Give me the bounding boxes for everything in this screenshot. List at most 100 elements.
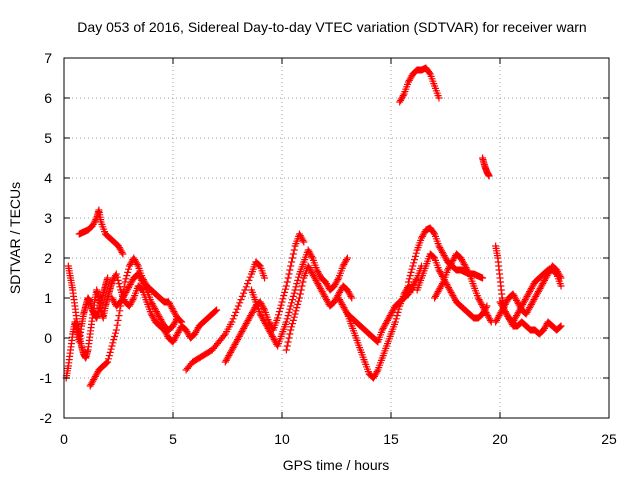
data-point bbox=[286, 330, 294, 338]
chart-title: Day 053 of 2016, Sidereal Day-to-day VTE… bbox=[77, 19, 586, 35]
data-point bbox=[286, 266, 294, 274]
data-point bbox=[281, 288, 289, 296]
data-point bbox=[295, 273, 303, 281]
data-point bbox=[485, 172, 493, 180]
y-tick-label: 2 bbox=[44, 250, 52, 266]
data-point bbox=[291, 310, 299, 318]
data-point bbox=[348, 294, 356, 302]
data-point bbox=[393, 312, 401, 320]
series-arc-i bbox=[247, 246, 351, 350]
data-point bbox=[409, 262, 417, 270]
series-arc-s bbox=[492, 262, 565, 326]
data-point bbox=[133, 260, 141, 268]
data-point bbox=[278, 298, 286, 306]
data-point bbox=[343, 256, 351, 264]
data-point bbox=[111, 329, 119, 337]
data-point bbox=[288, 320, 296, 328]
data-point bbox=[287, 302, 295, 310]
data-point bbox=[287, 262, 295, 270]
data-point bbox=[290, 313, 298, 321]
data-point bbox=[392, 315, 400, 323]
y-axis-label: SDTVAR / TECUs bbox=[7, 182, 23, 294]
series-arc-m bbox=[396, 64, 443, 106]
data-point bbox=[142, 284, 150, 292]
data-point bbox=[229, 315, 237, 323]
data-point bbox=[119, 250, 127, 258]
data-point bbox=[557, 274, 565, 282]
data-point bbox=[172, 316, 180, 324]
data-point bbox=[295, 294, 303, 302]
data-point bbox=[105, 352, 113, 360]
series-arc-q bbox=[431, 250, 495, 326]
x-tick-label: 5 bbox=[169, 431, 177, 447]
data-point bbox=[279, 295, 287, 303]
data-point bbox=[108, 342, 116, 350]
data-point bbox=[237, 296, 245, 304]
data-point bbox=[232, 308, 240, 316]
data-point bbox=[288, 323, 296, 331]
x-tick-label: 0 bbox=[60, 431, 68, 447]
data-point bbox=[114, 276, 122, 284]
data-point bbox=[113, 273, 121, 281]
data-point bbox=[411, 252, 419, 260]
data-point bbox=[283, 278, 291, 286]
data-point bbox=[298, 282, 306, 290]
x-tick-label: 10 bbox=[274, 431, 290, 447]
data-point bbox=[234, 302, 242, 310]
data-point bbox=[123, 272, 131, 280]
data-point bbox=[407, 268, 415, 276]
data-point bbox=[284, 312, 292, 320]
data-point bbox=[104, 355, 112, 363]
data-point bbox=[173, 314, 181, 322]
data-point bbox=[288, 254, 296, 262]
data-point bbox=[116, 283, 124, 291]
data-point bbox=[410, 259, 418, 267]
data-point bbox=[129, 296, 137, 304]
data-point bbox=[245, 276, 253, 284]
series-arc-c bbox=[75, 206, 127, 258]
data-point bbox=[122, 275, 130, 283]
series-arc-g bbox=[182, 258, 269, 374]
data-point bbox=[292, 283, 300, 291]
data-point bbox=[213, 306, 221, 314]
data-point bbox=[242, 283, 250, 291]
data-point bbox=[287, 326, 295, 334]
data-point bbox=[124, 268, 132, 276]
data-point bbox=[288, 299, 296, 307]
data-point bbox=[556, 323, 564, 331]
data-point bbox=[430, 229, 438, 237]
data-point bbox=[334, 276, 342, 284]
y-tick-label: 3 bbox=[44, 210, 52, 226]
data-point bbox=[261, 274, 269, 282]
data-point bbox=[411, 256, 419, 264]
data-point bbox=[406, 272, 414, 280]
data-point bbox=[486, 316, 494, 324]
data-point bbox=[230, 312, 238, 320]
data-point bbox=[275, 308, 283, 316]
data-point bbox=[425, 69, 433, 77]
data-point bbox=[394, 308, 402, 316]
data-point bbox=[118, 248, 126, 256]
y-tick-label: 7 bbox=[44, 50, 52, 66]
data-point bbox=[104, 274, 112, 282]
data-point bbox=[300, 238, 308, 246]
data-point bbox=[296, 290, 304, 298]
data-point bbox=[285, 308, 293, 316]
axis-ticks: 0 5 10 15 20 25 -2 -1 0 1 2 3 4 5 6 7 bbox=[40, 50, 617, 447]
data-point bbox=[347, 292, 355, 300]
data-point bbox=[286, 305, 294, 313]
data-point bbox=[121, 278, 129, 286]
data-point bbox=[238, 292, 246, 300]
data-point bbox=[284, 274, 292, 282]
data-point bbox=[290, 246, 298, 254]
data-point bbox=[274, 314, 282, 322]
data-points bbox=[62, 64, 565, 390]
data-point bbox=[109, 339, 117, 347]
y-tick-label: 5 bbox=[44, 130, 52, 146]
data-point bbox=[285, 270, 293, 278]
data-point bbox=[283, 342, 291, 350]
data-point bbox=[103, 359, 111, 367]
data-point bbox=[408, 265, 416, 273]
data-point bbox=[283, 315, 291, 323]
